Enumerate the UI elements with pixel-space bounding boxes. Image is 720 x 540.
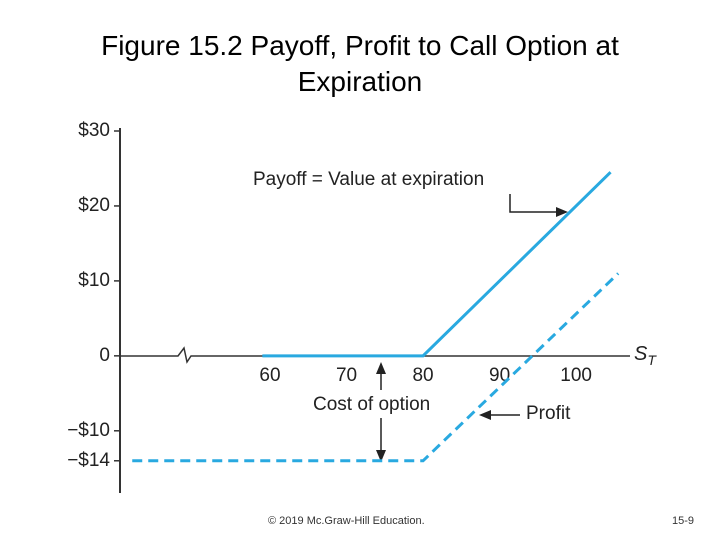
- y-tick-label: $20: [78, 195, 110, 216]
- copyright: © 2019 Mc.Graw-Hill Education.: [268, 515, 425, 527]
- y-tick-label: $10: [78, 270, 110, 291]
- x-tick-label: 60: [259, 365, 280, 386]
- series-line: [262, 171, 612, 358]
- x-tick-label: 100: [560, 365, 592, 386]
- page-number: 15-9: [672, 515, 695, 527]
- chart-title: Figure 15.2 Payoff, Profit to Call Optio…: [101, 30, 619, 97]
- y-tick-label: −$10: [67, 420, 110, 441]
- arrow: [509, 194, 560, 213]
- arrowhead: [479, 410, 491, 420]
- x-label-main: S: [634, 343, 648, 365]
- series-line: [132, 272, 620, 463]
- x-label-sub: T: [647, 352, 657, 368]
- chart: ST Payoff = Value at expiration Cost of …: [67, 120, 657, 493]
- x-tick-label: 70: [336, 365, 357, 386]
- y-tick-label: $30: [78, 120, 110, 141]
- arrowhead: [556, 207, 568, 217]
- annotation: Payoff = Value at expiration: [253, 169, 484, 190]
- arrowhead: [376, 362, 386, 374]
- y-tick-label: 0: [99, 345, 110, 366]
- y-tick-label: −$14: [67, 450, 110, 471]
- arrowhead: [376, 450, 386, 462]
- x-tick-label: 80: [412, 365, 433, 386]
- annotation: Profit: [526, 403, 571, 424]
- x-axis-label: ST: [634, 343, 657, 367]
- x-tick-label: 90: [489, 365, 510, 386]
- annotation: Cost of option: [313, 394, 430, 415]
